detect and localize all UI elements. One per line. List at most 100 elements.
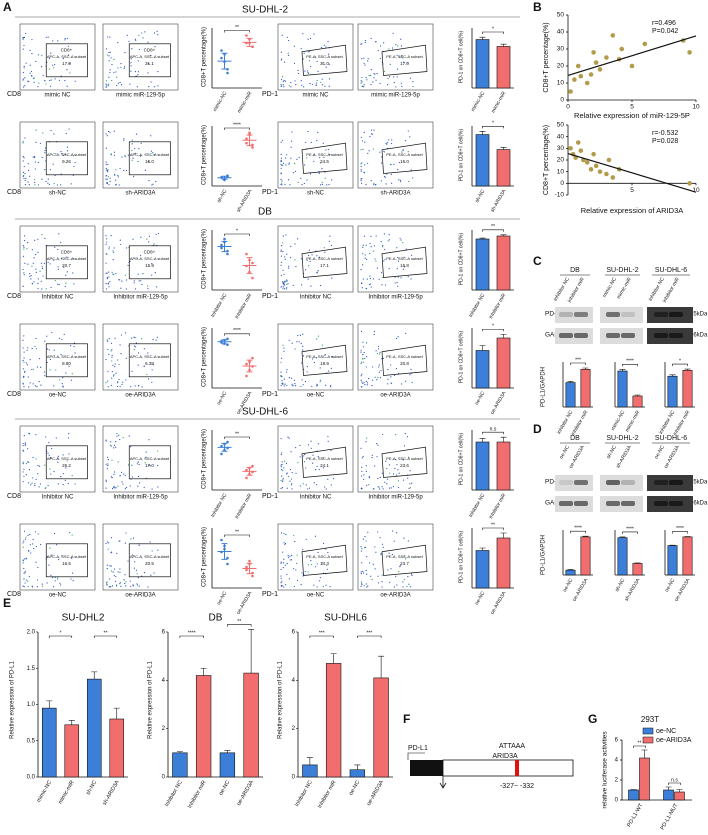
band — [654, 312, 668, 317]
event-dot — [378, 353, 381, 355]
cell-cloud — [360, 433, 413, 490]
event-dot — [123, 138, 125, 140]
event-dot — [41, 234, 43, 236]
event-dot — [380, 553, 382, 555]
error-bar — [619, 536, 626, 538]
gate — [45, 543, 88, 578]
group-label: SU-DHL-2 — [606, 267, 638, 274]
event-dot — [360, 571, 362, 573]
event-dot — [284, 80, 286, 82]
event-dot — [375, 235, 377, 237]
band — [669, 480, 683, 485]
event-dot — [303, 86, 305, 88]
event-dot — [129, 485, 131, 487]
x-tick-label: 0 — [566, 104, 570, 111]
event-dot — [49, 263, 51, 265]
event-dot — [50, 286, 52, 288]
data-point — [226, 71, 229, 75]
sig-label: * — [492, 121, 494, 127]
tss-arrow — [439, 776, 447, 789]
gate — [381, 44, 428, 76]
event-dot — [316, 255, 318, 257]
event-dot — [317, 443, 319, 445]
event-dot — [290, 157, 292, 159]
flow-label: sh-ARID3A — [380, 191, 410, 197]
event-dot — [107, 169, 109, 172]
event-dot — [281, 242, 284, 244]
event-dot — [146, 285, 149, 287]
event-dot — [156, 336, 158, 338]
lane-label: mimic-NC — [602, 276, 618, 298]
event-dot — [31, 586, 34, 588]
event-dot — [31, 543, 34, 545]
event-dot — [105, 463, 107, 465]
event-dot — [373, 182, 375, 184]
event-dot — [289, 468, 292, 471]
event-dot — [132, 554, 134, 556]
event-dot — [106, 567, 108, 570]
data-point — [245, 362, 248, 366]
event-dot — [35, 434, 37, 436]
event-dot — [133, 336, 135, 338]
cell-cloud — [280, 333, 333, 388]
event-dot — [107, 85, 109, 87]
sig-bracket — [224, 127, 250, 130]
event-dot — [401, 151, 403, 153]
event-dot — [324, 177, 326, 179]
event-dot — [287, 436, 289, 438]
event-dot — [54, 279, 56, 282]
event-dot — [105, 161, 107, 163]
event-dot — [35, 129, 37, 131]
gate — [381, 446, 428, 478]
event-dot — [119, 568, 121, 570]
event-dot — [107, 463, 109, 465]
x-tick-label: oe-NC — [474, 590, 487, 606]
event-dot — [112, 250, 114, 252]
gene-box — [442, 759, 574, 777]
event-dot — [105, 262, 107, 264]
event-dot — [22, 444, 24, 447]
y-tick-label: 50 — [557, 122, 565, 129]
gate-value: 15.9 — [145, 263, 154, 268]
event-dot — [23, 586, 25, 588]
flow-label: Inhibitor NC — [42, 295, 74, 301]
cell-cloud — [280, 130, 333, 186]
event-dot — [130, 386, 132, 388]
event-dot — [41, 288, 43, 290]
event-dot — [280, 249, 282, 251]
sig-bracket — [570, 530, 586, 534]
event-dot — [369, 252, 371, 255]
y-tick-label: 4 — [615, 758, 619, 764]
y-tick-label: -10 — [555, 192, 565, 199]
event-dot — [317, 335, 320, 337]
event-dot — [371, 379, 374, 381]
event-dot — [137, 74, 139, 76]
event-dot — [293, 45, 295, 47]
event-dot — [23, 530, 26, 532]
sig-label: ** — [638, 740, 642, 746]
event-dot — [24, 444, 26, 446]
event-dot — [395, 44, 397, 46]
event-dot — [113, 247, 115, 249]
sig-label: ** — [104, 630, 108, 636]
data-point — [220, 246, 223, 250]
event-dot — [65, 282, 67, 284]
error-bar — [676, 789, 683, 792]
event-dot — [360, 546, 362, 548]
bar — [496, 441, 511, 491]
event-dot — [401, 55, 403, 57]
event-dot — [364, 257, 366, 259]
event-dot — [311, 83, 313, 86]
data-point — [575, 63, 581, 69]
x-tick-label: oe-NC — [216, 390, 229, 406]
event-dot — [360, 375, 362, 377]
lane-label: oe-ARID3A — [663, 444, 681, 469]
gate-value: 6.38 — [145, 361, 154, 366]
flow-plot — [357, 523, 434, 591]
event-dot — [280, 584, 282, 587]
data-point — [220, 452, 223, 456]
event-dot — [108, 542, 110, 544]
bar — [667, 375, 678, 408]
event-dot — [316, 139, 318, 142]
event-dot — [119, 239, 121, 241]
